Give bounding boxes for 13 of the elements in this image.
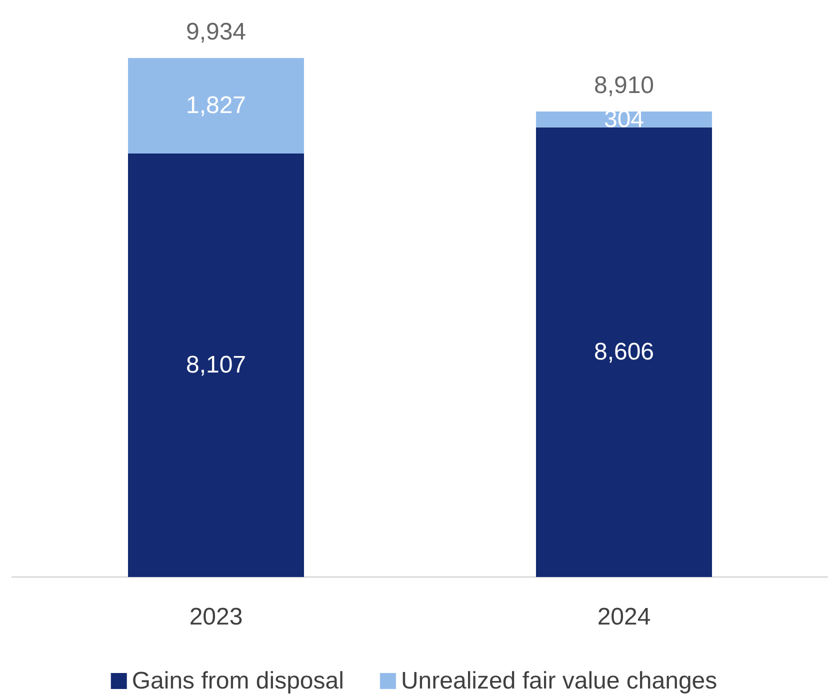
bar: [128, 153, 304, 577]
data-label: 8,107: [186, 352, 246, 379]
total-label: 9,934: [186, 18, 246, 46]
x-tick-label: 2024: [597, 604, 651, 630]
data-label: 1,827: [186, 92, 246, 120]
bar: [536, 127, 712, 577]
total-label: 8,910: [594, 72, 654, 99]
data-label: 8,606: [594, 338, 654, 366]
legend-label: Gains from disposal: [132, 668, 344, 694]
legend-label: Unrealized fair value changes: [400, 668, 718, 694]
bar: [128, 58, 304, 154]
bar: [536, 112, 712, 128]
x-tick-label: 2023: [189, 604, 243, 630]
